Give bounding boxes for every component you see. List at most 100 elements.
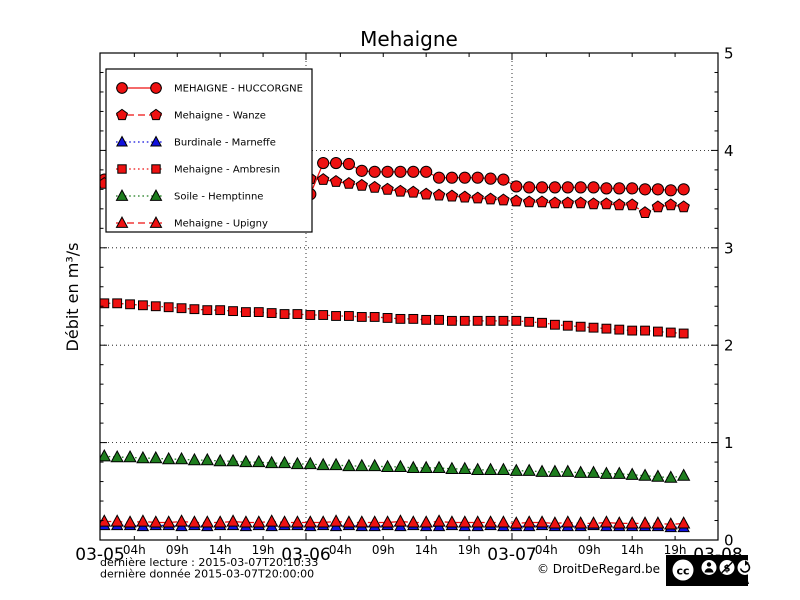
- data-point-marker: [676, 468, 691, 481]
- data-point-marker: [264, 455, 279, 469]
- data-point-marker: [664, 470, 678, 483]
- data-point-marker: [123, 515, 137, 528]
- x-day-tick-label: 03-06: [281, 545, 330, 565]
- data-point-marker: [562, 320, 573, 331]
- data-point-marker: [470, 462, 485, 475]
- last-read-text: dernière lecture : 2015-03-07T20:10:33: [100, 556, 318, 569]
- cc-nc-label: NC: [723, 580, 732, 586]
- data-point-marker: [174, 514, 189, 527]
- legend-marker: [150, 108, 162, 121]
- legend-label: Mehaigne - Wanze: [174, 111, 266, 122]
- data-point-marker: [664, 517, 678, 530]
- data-point-marker: [496, 462, 511, 475]
- data-point-marker: [331, 311, 341, 321]
- data-point-marker: [638, 183, 652, 196]
- data-point-marker: [355, 458, 369, 472]
- data-point-marker: [638, 516, 652, 529]
- data-point-marker: [472, 315, 483, 326]
- data-point-marker: [537, 317, 547, 328]
- data-point-marker: [613, 198, 626, 211]
- x-hour-tick-label: 04h: [329, 543, 352, 557]
- data-point-marker: [200, 515, 214, 528]
- data-point-marker: [303, 515, 317, 528]
- x-day-tick-label: 03-08: [693, 545, 742, 565]
- data-point-marker: [626, 182, 639, 195]
- y-tick-label: 2: [724, 337, 734, 355]
- cc-sa-arrowhead: [745, 560, 749, 566]
- data-point-marker: [202, 305, 213, 316]
- data-point-marker: [290, 456, 305, 470]
- series-line: [104, 520, 684, 526]
- legend-marker: [149, 216, 163, 228]
- data-point-marker: [380, 459, 395, 473]
- data-point-marker: [318, 310, 329, 320]
- data-point-marker: [458, 190, 471, 203]
- y-tick-label: 5: [724, 45, 734, 63]
- data-point-marker: [587, 197, 600, 210]
- data-point-marker: [600, 197, 613, 210]
- data-point-marker: [355, 178, 368, 191]
- x-hour-tick-label: 14h: [415, 543, 438, 557]
- data-point-marker: [395, 313, 406, 324]
- data-point-marker: [407, 185, 420, 198]
- data-point-marker: [110, 514, 124, 527]
- data-point-marker: [498, 315, 509, 326]
- x-hour-tick-label: 09h: [372, 543, 395, 557]
- data-point-marker: [303, 456, 317, 470]
- data-point-marker: [651, 183, 665, 196]
- cc-license-badge: cc $ BY NC SA: [666, 555, 753, 586]
- data-point-marker: [677, 183, 690, 196]
- data-point-marker: [587, 181, 600, 194]
- legend-entry-5: Mehaigne - Upigny: [115, 216, 268, 230]
- y-tick-label: 0: [724, 532, 734, 550]
- data-point-marker: [612, 516, 626, 529]
- data-point-marker: [253, 307, 264, 318]
- data-point-marker: [510, 180, 523, 193]
- data-point-marker: [561, 464, 575, 477]
- data-point-marker: [599, 515, 614, 528]
- data-point-marker: [509, 516, 523, 529]
- cc-by-person-head: [706, 562, 712, 567]
- data-point-marker: [187, 452, 202, 466]
- data-point-marker: [588, 322, 599, 333]
- data-point-marker: [561, 196, 574, 209]
- data-point-marker: [458, 515, 472, 528]
- data-point-marker: [586, 465, 601, 478]
- legend-marker: [151, 164, 161, 174]
- legend-marker: [116, 108, 128, 121]
- data-point-marker: [393, 459, 408, 473]
- data-point-marker: [522, 463, 536, 476]
- data-point-marker: [252, 454, 266, 468]
- legend-marker: [115, 189, 129, 201]
- data-point-marker: [329, 156, 343, 170]
- legend-label: MEHAIGNE - HUCCORGNE: [174, 84, 303, 95]
- data-point-marker: [640, 325, 650, 336]
- data-point-marker: [484, 192, 497, 205]
- data-point-marker: [317, 156, 330, 170]
- data-point-marker: [419, 187, 433, 200]
- x-hour-tick-label: 09h: [166, 543, 189, 557]
- data-point-marker: [434, 314, 444, 325]
- copyright-text: © DroitDeRegard.be: [537, 562, 660, 576]
- data-point-marker: [458, 171, 471, 184]
- data-point-marker: [483, 515, 498, 528]
- data-point-marker: [638, 468, 652, 481]
- data-point-marker: [161, 515, 176, 528]
- data-point-marker: [215, 305, 226, 316]
- data-point-marker: [343, 311, 354, 321]
- legend-label: Burdinale - Marneffe: [174, 138, 276, 149]
- data-point-marker: [678, 328, 689, 339]
- data-point-marker: [470, 515, 485, 528]
- data-point-marker: [394, 165, 407, 178]
- cc-icon-text: cc: [676, 565, 689, 578]
- legend-label: Mehaigne - Upigny: [174, 219, 268, 230]
- data-point-marker: [535, 181, 549, 194]
- data-point-marker: [510, 194, 523, 207]
- data-point-marker: [100, 298, 110, 309]
- data-point-marker: [381, 182, 394, 195]
- data-point-marker: [228, 306, 238, 317]
- gridlines: [100, 53, 718, 540]
- data-point-marker: [600, 182, 613, 195]
